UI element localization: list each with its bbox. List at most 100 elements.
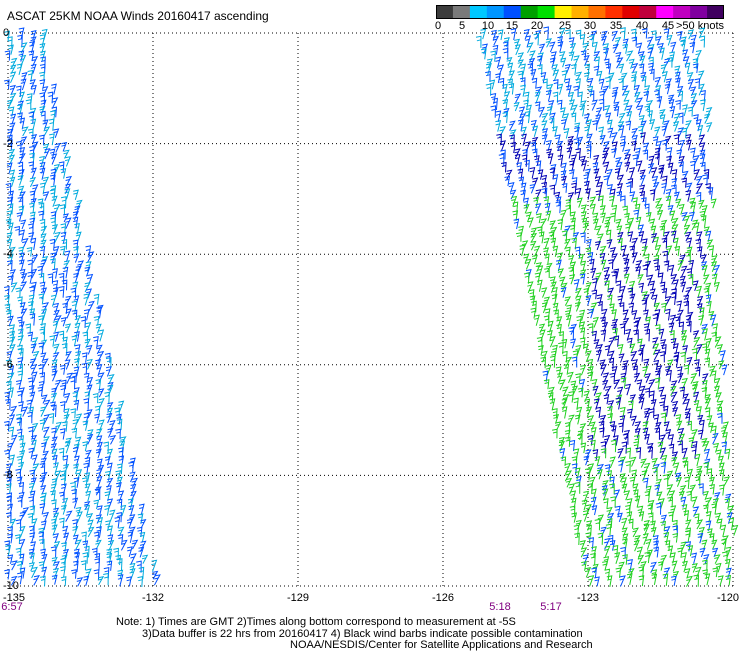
wind-barb	[596, 294, 603, 305]
wind-barb	[687, 468, 693, 481]
wind-barb	[564, 238, 571, 250]
wind-barb	[94, 413, 100, 424]
wind-barb	[49, 238, 56, 251]
wind-barb	[693, 336, 701, 348]
wind-barb	[640, 458, 647, 468]
wind-barb	[668, 98, 675, 110]
wind-barb	[664, 295, 672, 307]
wind-barb	[39, 71, 45, 82]
wind-barb	[7, 372, 15, 384]
wind-barb	[53, 343, 60, 354]
wind-barb	[698, 134, 706, 146]
wind-barb	[544, 253, 550, 265]
wind-barb	[601, 152, 609, 165]
wind-barb	[114, 516, 121, 529]
wind-barb	[104, 352, 111, 363]
wind-barb	[623, 149, 631, 161]
wind-barb	[16, 428, 23, 439]
wind-barb	[552, 428, 558, 439]
wind-barb	[617, 448, 624, 459]
wind-barb	[582, 490, 590, 503]
wind-barb	[592, 277, 598, 291]
wind-barb	[670, 552, 676, 564]
wind-barb	[116, 413, 122, 425]
wind-barb	[93, 499, 100, 510]
wind-barb	[533, 33, 540, 46]
wind-barb	[54, 231, 61, 244]
wind-barb	[680, 36, 687, 47]
wind-barb	[684, 412, 691, 426]
wind-barb	[693, 391, 700, 403]
wind-barb	[60, 470, 67, 482]
wind-barb	[72, 446, 79, 459]
wind-barb	[630, 28, 637, 41]
wind-barb	[699, 35, 706, 48]
wind-barb	[702, 328, 708, 341]
wind-barb	[606, 518, 613, 529]
wind-barb	[696, 231, 703, 242]
wind-barb	[631, 36, 638, 47]
wind-barb	[623, 90, 630, 102]
wind-barb	[705, 337, 712, 349]
wind-barb	[710, 314, 717, 327]
wind-barb	[652, 313, 659, 326]
wind-barb	[614, 36, 622, 47]
wind-barb	[625, 383, 632, 396]
wind-barb	[611, 91, 618, 103]
wind-barb	[658, 498, 665, 509]
wind-barb	[17, 356, 24, 369]
wind-barb	[527, 217, 534, 228]
wind-barb	[127, 498, 134, 511]
wind-barb	[638, 51, 645, 61]
wind-barb	[632, 527, 639, 538]
wind-barb	[707, 186, 714, 200]
wind-barb	[551, 293, 558, 306]
wind-barb	[116, 511, 122, 523]
wind-barb	[7, 203, 14, 215]
wind-barb	[73, 455, 80, 467]
wind-barb	[581, 560, 587, 571]
wind-barb	[4, 420, 10, 432]
wind-barb	[530, 240, 537, 251]
wind-barb	[118, 400, 125, 412]
wind-barb	[587, 77, 594, 88]
wind-barb	[16, 379, 22, 390]
wind-barb	[640, 132, 646, 144]
wind-barb	[677, 259, 685, 272]
wind-barb	[602, 560, 608, 571]
wind-barb	[579, 273, 586, 285]
wind-barb	[95, 428, 103, 440]
wind-barb	[627, 178, 634, 188]
wind-barb	[53, 286, 59, 298]
wind-barb	[598, 126, 605, 139]
wind-barb	[610, 496, 616, 508]
wind-barb	[570, 112, 577, 123]
wind-barb	[698, 70, 705, 81]
wind-barb	[641, 28, 648, 39]
wind-barb	[654, 147, 661, 160]
wind-barb	[118, 447, 124, 459]
wind-barb	[658, 561, 664, 571]
wind-barb	[501, 161, 507, 173]
wind-barb	[540, 356, 547, 369]
wind-barb	[620, 245, 627, 258]
wind-barb	[492, 44, 499, 55]
wind-barb	[532, 177, 539, 188]
wind-barb	[648, 408, 655, 418]
wind-barb	[30, 343, 37, 354]
wind-barb	[676, 420, 683, 432]
color-scale-label: >50 knots	[675, 20, 725, 32]
wind-barb	[17, 103, 23, 116]
wind-barb	[680, 281, 687, 293]
wind-barb	[540, 218, 548, 229]
wind-barb	[80, 560, 87, 571]
wind-barb	[544, 267, 550, 278]
wind-barb	[64, 392, 71, 403]
wind-barb	[697, 429, 704, 440]
wind-barb	[612, 327, 618, 340]
wind-barb	[612, 435, 619, 446]
wind-barb	[28, 482, 35, 495]
wind-barb	[98, 419, 105, 431]
wind-barb	[724, 448, 731, 460]
wind-barb	[74, 322, 81, 335]
